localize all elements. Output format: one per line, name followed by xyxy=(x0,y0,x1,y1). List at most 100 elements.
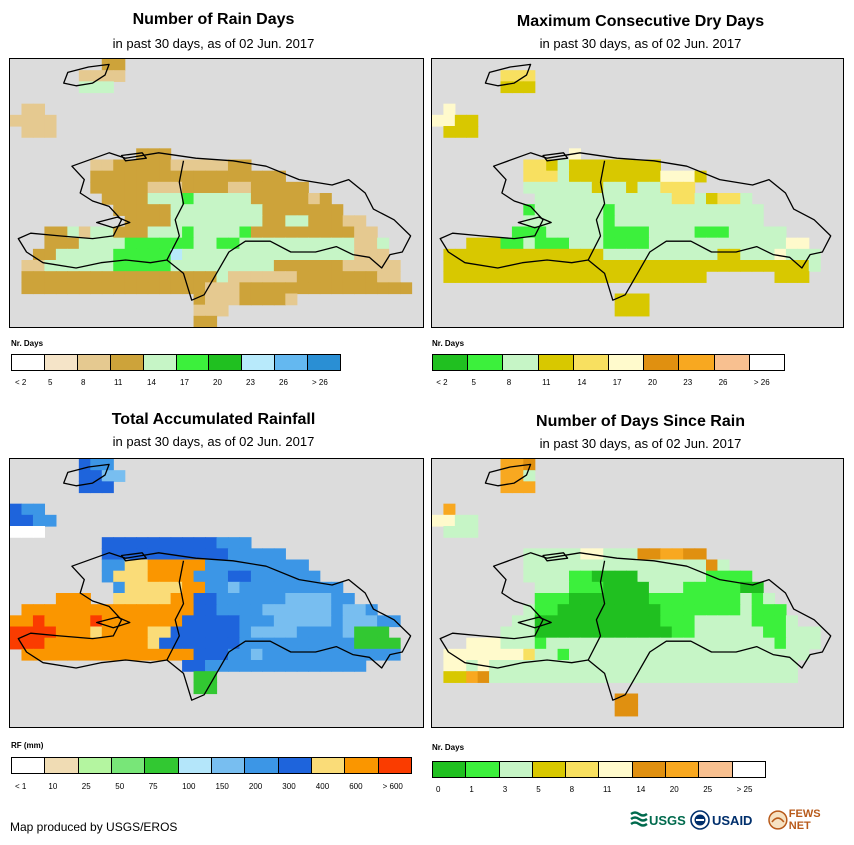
grid-cell xyxy=(614,237,627,250)
grid-cell xyxy=(159,282,172,295)
grid-cell xyxy=(432,514,445,527)
grid-cell xyxy=(694,637,707,650)
grid-cell xyxy=(239,637,252,650)
grid-cell xyxy=(319,226,332,239)
grid-cell xyxy=(273,237,286,250)
grid-cell xyxy=(227,660,241,672)
grid-cell xyxy=(500,81,513,94)
grid-cell xyxy=(250,648,263,661)
grid-cell xyxy=(466,637,479,650)
grid-cell xyxy=(342,260,355,272)
grid-cell xyxy=(90,470,103,482)
grid-cell xyxy=(101,237,114,250)
grid-cell xyxy=(740,237,753,250)
grid-cell xyxy=(523,226,536,239)
grid-cell xyxy=(250,593,263,605)
cuba-outline xyxy=(484,463,532,487)
grid-cell xyxy=(626,170,639,183)
grid-cell xyxy=(580,181,593,194)
grid-cell xyxy=(90,70,103,82)
grid-cell xyxy=(637,615,650,628)
grid-cell xyxy=(193,671,206,683)
legend-swatch xyxy=(699,762,733,777)
grid-cell xyxy=(728,570,741,583)
grid-cell xyxy=(717,237,730,250)
grid-cell xyxy=(216,237,229,250)
grid-cell xyxy=(147,282,160,295)
grid-cell xyxy=(354,626,367,639)
grid-cell xyxy=(603,170,616,183)
grid-cell xyxy=(273,248,286,261)
grid-cell xyxy=(614,215,627,228)
grid-cell xyxy=(319,615,332,628)
grid-cell xyxy=(523,604,536,616)
legend-swatch xyxy=(503,355,539,370)
grid-cell xyxy=(216,159,229,172)
grid-cell xyxy=(273,637,286,650)
grid-cell xyxy=(569,593,582,605)
grid-cell xyxy=(331,215,344,228)
grid-cell xyxy=(78,271,91,283)
grid-cell xyxy=(365,615,378,628)
grid-cell xyxy=(331,648,344,661)
grid-cell xyxy=(637,170,650,183)
grid-cell xyxy=(534,626,547,639)
grid-cell xyxy=(10,637,23,650)
grid-cell xyxy=(205,193,218,205)
grid-cell xyxy=(354,637,367,650)
grid-cell xyxy=(511,237,524,250)
grid-cell xyxy=(671,193,684,205)
panel-max-dry-days: Maximum Consecutive Dry Days in past 30 … xyxy=(427,0,854,400)
grid-cell xyxy=(603,593,616,605)
legend-labels: < 1 10 25 50 75 100 150 200 300 400 600 > 600 xyxy=(11,782,412,794)
grid-cell xyxy=(193,293,206,306)
grid-cell xyxy=(603,248,616,261)
usaid-logo: USAID xyxy=(690,805,752,835)
grid-cell xyxy=(101,193,114,205)
legend-swatch xyxy=(45,758,79,773)
grid-cell xyxy=(443,114,456,127)
grid-cell xyxy=(182,604,195,616)
grid-cell xyxy=(637,215,650,228)
grid-cell xyxy=(626,548,639,561)
grid-cell xyxy=(557,637,570,650)
grid-cell xyxy=(216,559,229,572)
grid-cell xyxy=(694,248,707,261)
grid-cell xyxy=(466,260,479,272)
grid-cell xyxy=(159,260,172,272)
grid-cell xyxy=(728,604,741,616)
grid-cell xyxy=(546,170,559,183)
grid-cell xyxy=(67,593,80,605)
legend-swatch xyxy=(599,762,633,777)
grid-cell xyxy=(671,581,684,594)
grid-cell xyxy=(683,204,696,216)
grid-cell xyxy=(534,159,547,172)
grid-cell xyxy=(90,181,103,194)
grid-cell xyxy=(55,593,68,605)
grid-cell xyxy=(296,604,309,616)
grid-cell xyxy=(216,215,229,228)
grid-cell xyxy=(136,170,149,183)
grid-cell xyxy=(388,282,401,295)
grid-cell xyxy=(250,626,263,639)
grid-cell xyxy=(671,559,684,572)
grid-cell xyxy=(763,226,776,239)
grid-cell xyxy=(10,615,23,628)
grid-cell xyxy=(136,260,149,272)
grid-cell xyxy=(591,159,604,172)
legend-bar xyxy=(11,757,412,774)
grid-cell xyxy=(296,248,309,261)
legend-swatch xyxy=(378,758,411,773)
usaid-seal-icon xyxy=(690,810,710,830)
grid-cell xyxy=(728,237,741,250)
grid-cell xyxy=(342,604,355,616)
grid-cell xyxy=(113,170,126,183)
grid-cell xyxy=(124,181,137,194)
grid-cell xyxy=(354,226,367,239)
grid-cell xyxy=(740,615,753,628)
grid-cell xyxy=(250,226,263,239)
grid-cell xyxy=(296,271,309,283)
grid-cell xyxy=(591,648,604,661)
legend-label: 14 xyxy=(636,785,646,794)
grid-cell xyxy=(216,260,229,272)
